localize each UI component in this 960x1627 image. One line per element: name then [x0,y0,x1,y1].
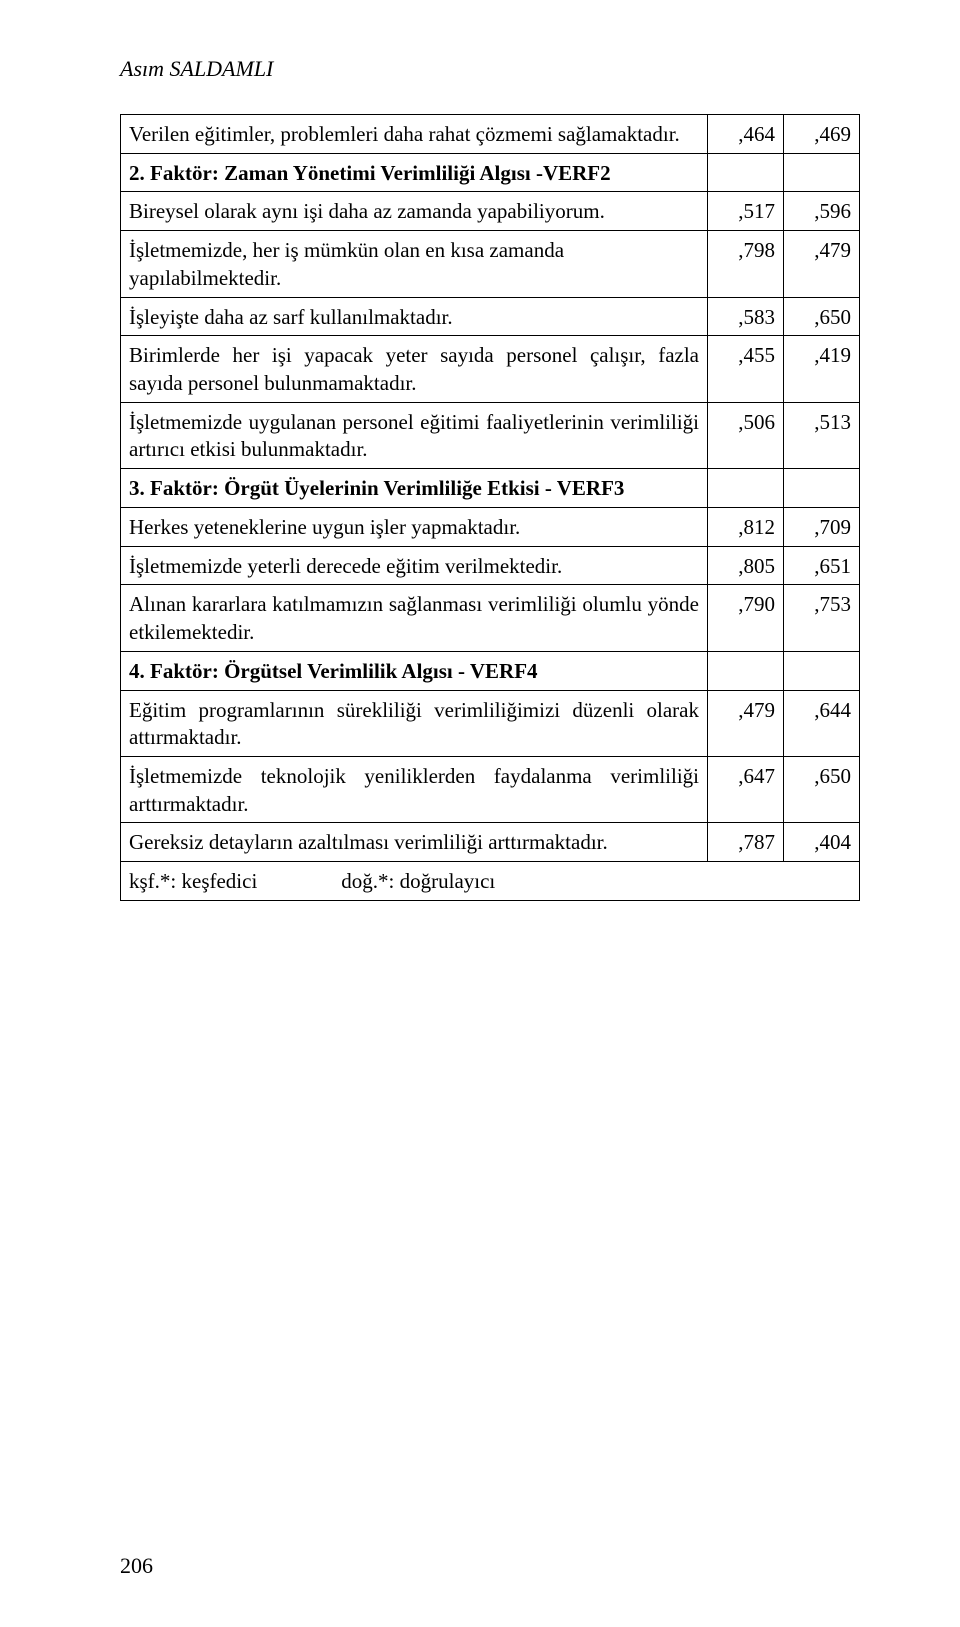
row-text: 3. Faktör: Örgüt Üyelerinin Verimliliğe … [121,469,708,508]
table-row: Gereksiz detayların azaltılması verimlil… [121,823,860,862]
row-value-1: ,790 [708,585,784,651]
row-value-2: ,513 [784,402,860,468]
row-value-2: ,469 [784,115,860,154]
factor-table: Verilen eğitimler, problemleri daha raha… [120,114,860,901]
factor-table-body: Verilen eğitimler, problemleri daha raha… [121,115,860,901]
row-value-1: ,583 [708,297,784,336]
row-text: Birimlerde her işi yapacak yeter sayıda … [121,336,708,402]
row-value-1: ,506 [708,402,784,468]
page: Asım SALDAMLI Verilen eğitimler, problem… [0,0,960,1627]
table-row: İşletmemizde, her iş mümkün olan en kısa… [121,231,860,297]
row-value-1: ,479 [708,690,784,756]
table-row: Herkes yeteneklerine uygun işler yapmakt… [121,507,860,546]
row-value-2: ,596 [784,192,860,231]
table-row: Alınan kararlara katılmamızın sağlanması… [121,585,860,651]
table-row: Bireysel olarak aynı işi daha az zamanda… [121,192,860,231]
running-head: Asım SALDAMLI [120,56,860,82]
row-value-1: ,464 [708,115,784,154]
row-text: Herkes yeteneklerine uygun işler yapmakt… [121,507,708,546]
table-row: İşleyişte daha az sarf kullanılmaktadır.… [121,297,860,336]
row-value-1: ,455 [708,336,784,402]
row-text: Bireysel olarak aynı işi daha az zamanda… [121,192,708,231]
table-row: 4. Faktör: Örgütsel Verimlilik Algısı - … [121,651,860,690]
table-row: İşletmemizde uygulanan personel eğitimi … [121,402,860,468]
row-text: Alınan kararlara katılmamızın sağlanması… [121,585,708,651]
row-value-2 [784,651,860,690]
row-value-1: ,805 [708,546,784,585]
row-value-1: ,812 [708,507,784,546]
row-value-2: ,650 [784,297,860,336]
table-row: Eğitim programlarının sürekliliği veriml… [121,690,860,756]
row-text: İşletmemizde teknolojik yeniliklerden fa… [121,756,708,822]
row-text: Verilen eğitimler, problemleri daha raha… [121,115,708,154]
row-value-1: ,787 [708,823,784,862]
row-text: 2. Faktör: Zaman Yönetimi Verimliliği Al… [121,153,708,192]
table-row: 3. Faktör: Örgüt Üyelerinin Verimliliğe … [121,469,860,508]
footnote-right: doğ.*: doğrulayıcı [341,869,495,893]
row-text: İşletmemizde yeterli derecede eğitim ver… [121,546,708,585]
row-value-1: ,798 [708,231,784,297]
row-value-2: ,753 [784,585,860,651]
row-text: İşletmemizde uygulanan personel eğitimi … [121,402,708,468]
table-row: 2. Faktör: Zaman Yönetimi Verimliliği Al… [121,153,860,192]
row-value-1: ,517 [708,192,784,231]
row-value-1 [708,153,784,192]
row-value-2 [784,469,860,508]
row-value-1: ,647 [708,756,784,822]
row-value-2: ,650 [784,756,860,822]
table-row: İşletmemizde yeterli derecede eğitim ver… [121,546,860,585]
row-value-1 [708,651,784,690]
row-value-2: ,419 [784,336,860,402]
footnote-cell: kşf.*: keşfedici doğ.*: doğrulayıcı [121,862,860,901]
footnote-left: kşf.*: keşfedici [129,869,257,893]
table-row: Verilen eğitimler, problemleri daha raha… [121,115,860,154]
row-value-2: ,709 [784,507,860,546]
row-text: Eğitim programlarının sürekliliği veriml… [121,690,708,756]
table-row: Birimlerde her işi yapacak yeter sayıda … [121,336,860,402]
row-value-2: ,644 [784,690,860,756]
row-value-2: ,479 [784,231,860,297]
row-text: İşleyişte daha az sarf kullanılmaktadır. [121,297,708,336]
table-row: kşf.*: keşfedici doğ.*: doğrulayıcı [121,862,860,901]
row-text: İşletmemizde, her iş mümkün olan en kısa… [121,231,708,297]
row-value-1 [708,469,784,508]
row-text: Gereksiz detayların azaltılması verimlil… [121,823,708,862]
row-value-2: ,651 [784,546,860,585]
row-value-2: ,404 [784,823,860,862]
row-text: 4. Faktör: Örgütsel Verimlilik Algısı - … [121,651,708,690]
table-row: İşletmemizde teknolojik yeniliklerden fa… [121,756,860,822]
page-number: 206 [120,1553,153,1579]
row-value-2 [784,153,860,192]
